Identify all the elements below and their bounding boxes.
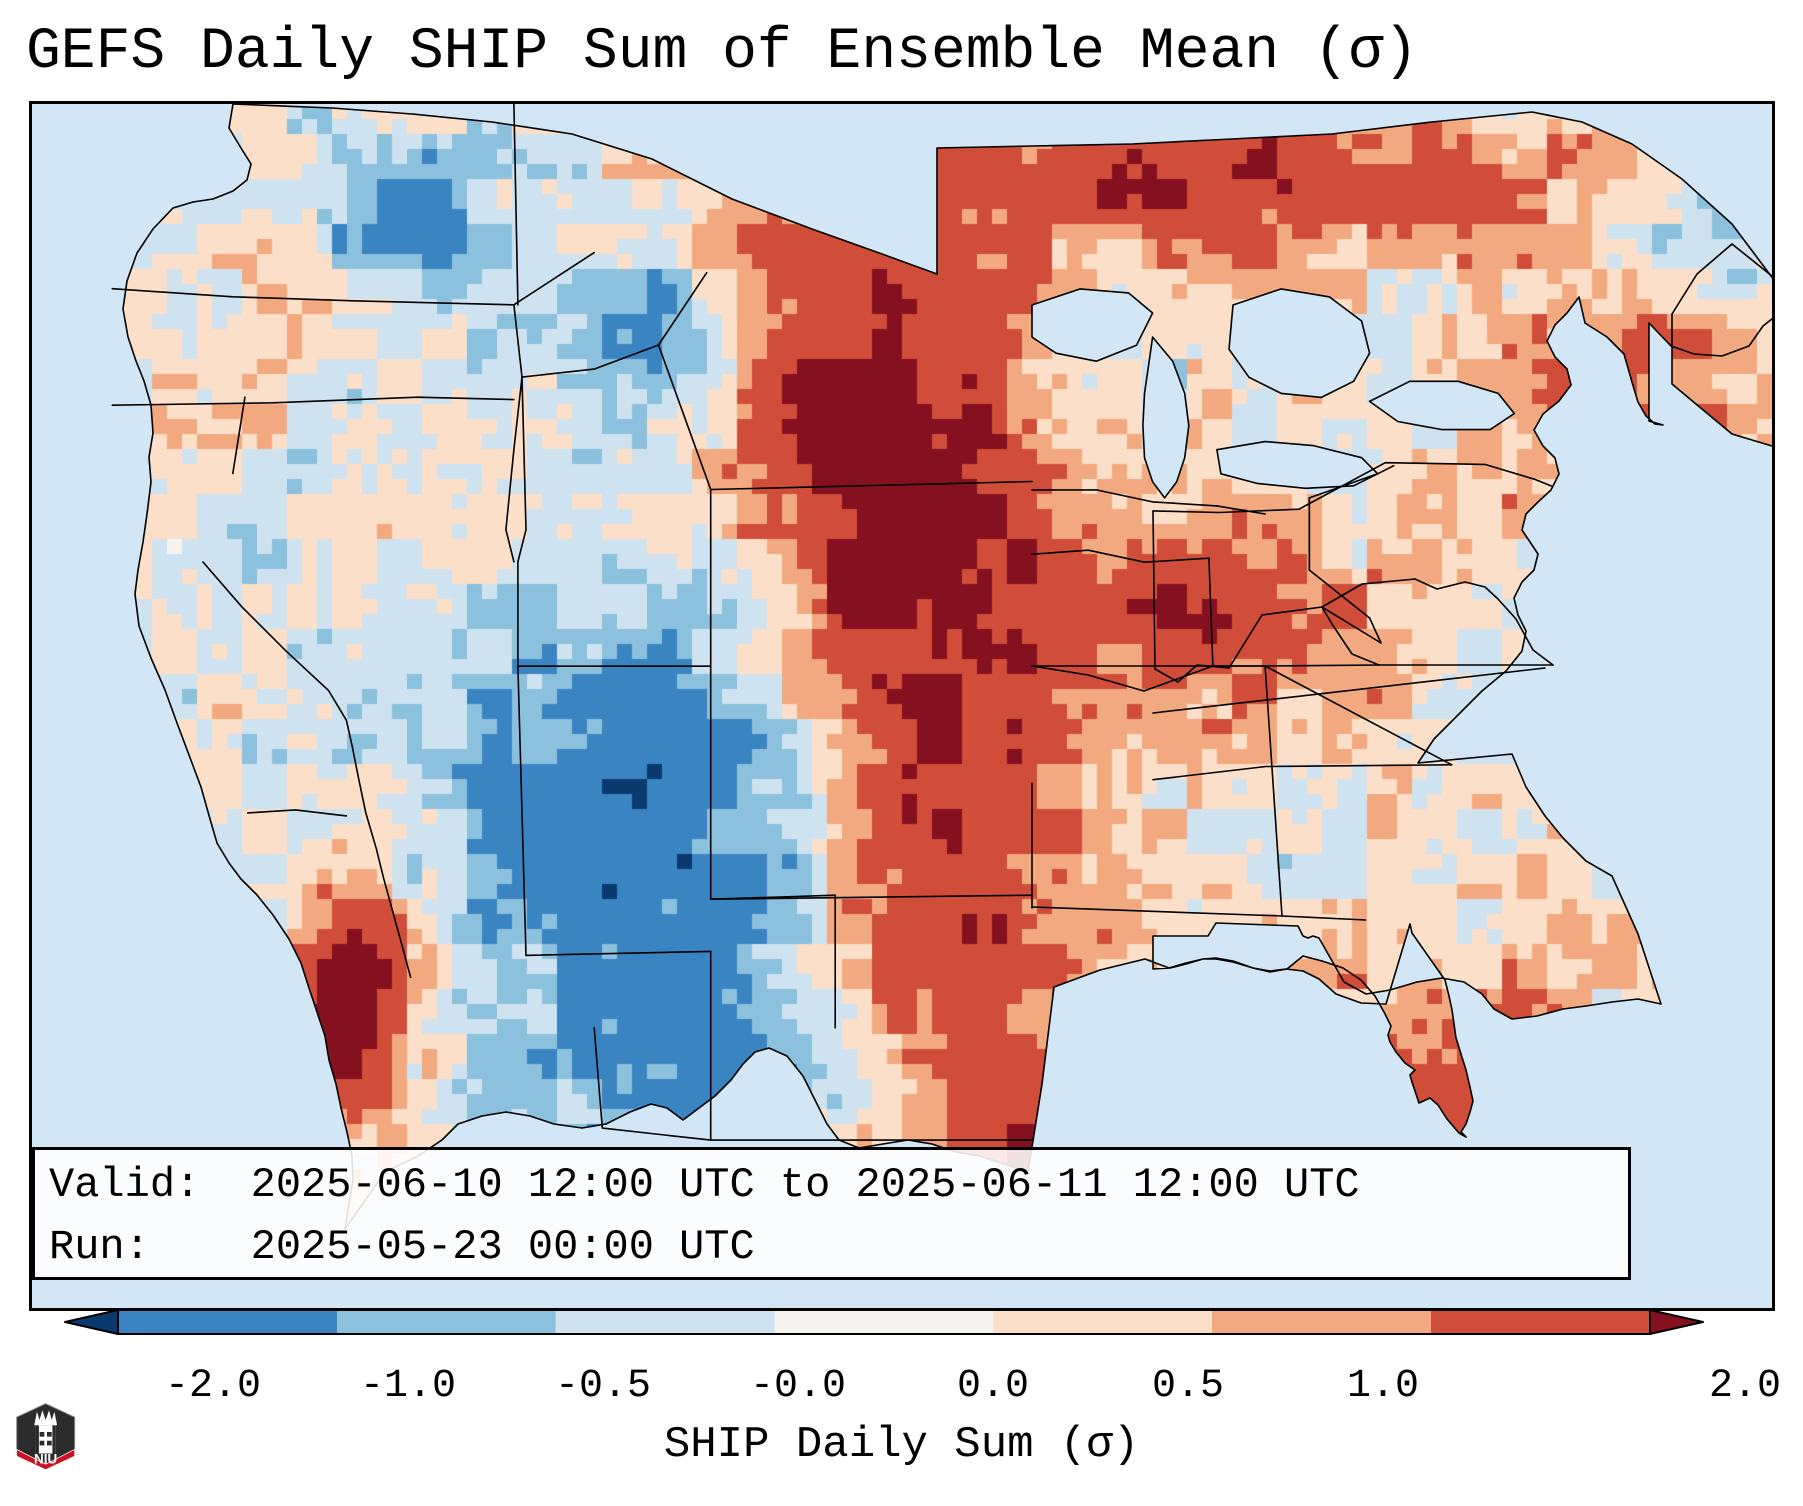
svg-text:NIU: NIU — [34, 1452, 57, 1467]
